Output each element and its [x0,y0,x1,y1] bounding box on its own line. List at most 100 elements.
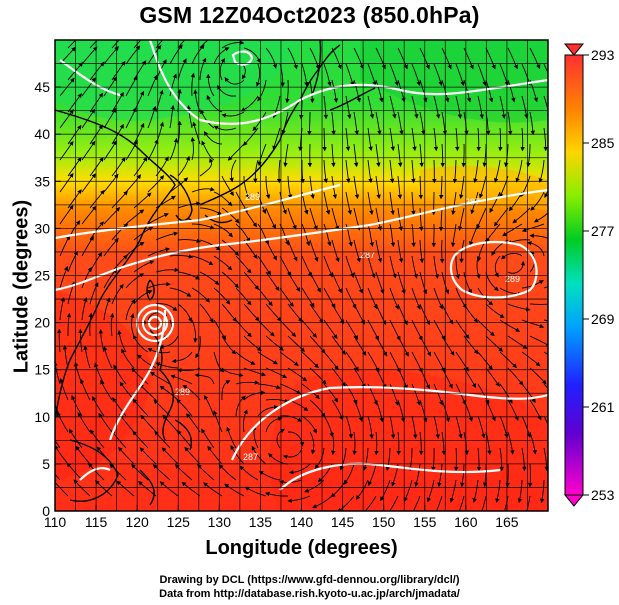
streamline [147,175,165,193]
streamline [182,384,201,401]
streamline [389,191,395,216]
streamline [279,223,290,246]
streamline [389,127,395,152]
streamline [485,303,505,319]
streamline [109,463,127,481]
streamline [397,111,404,136]
streamline [199,303,214,324]
streamline [199,207,223,215]
streamline [125,107,137,129]
streamline [257,191,267,215]
streamline [331,303,345,325]
streamline [149,371,171,385]
streamline [130,313,135,337]
streamline [494,159,501,183]
streamline [527,241,545,257]
streamline [543,351,548,356]
streamline [251,445,267,465]
streamline [544,189,548,198]
streamline [81,297,88,321]
streamline [543,447,548,472]
streamline [309,303,324,324]
streamline [109,312,115,337]
y-tick-label: 45 [34,79,50,95]
streamline [433,415,440,439]
streamline [481,495,487,511]
streamline [257,383,281,390]
streamline [529,47,541,70]
streamline [265,335,285,351]
x-tick-label: 115 [85,514,108,530]
streamline [213,125,237,131]
streamline [59,77,75,97]
streamline [353,239,361,263]
coastline [69,439,119,502]
streamline [125,209,145,225]
coastline [146,279,155,301]
streamline [312,495,333,509]
streamline [240,95,259,112]
streamline [125,139,138,161]
streamline [218,464,237,481]
streamline [477,95,484,119]
streamline [331,79,339,103]
streamline [521,63,531,86]
streamline [485,79,494,103]
streamline [419,431,424,456]
streamline [418,175,424,200]
streamline [66,312,72,336]
colorbar-tick-label: 261 [591,399,615,415]
streamline [441,303,454,325]
x-tick-label: 160 [454,514,478,530]
streamline [152,464,171,481]
streamline [279,287,294,307]
streamline [389,159,395,184]
streamline [139,383,157,401]
streamline [213,255,233,271]
streamline [322,127,327,152]
streamline [477,63,487,87]
streamline [499,447,504,472]
streamline [507,79,516,103]
streamline [521,223,545,233]
isotherm-line [55,188,548,292]
streamline [159,335,179,350]
streamline [301,415,317,434]
streamline [301,63,309,87]
streamline [485,431,492,455]
streamline [438,207,444,232]
streamline [477,415,486,439]
streamline [507,431,515,455]
streamline [78,328,83,353]
streamline [411,95,419,119]
streamline [73,479,91,497]
colorbar-bottom-arrow [563,494,585,507]
streamline [485,335,504,352]
streamline [367,191,374,216]
colorbar [564,54,584,496]
streamline [507,239,531,245]
streamline [520,127,525,152]
streamline [213,410,223,433]
streamline [529,367,547,385]
streamline [227,143,245,161]
streamline [476,255,481,280]
streamline [113,364,127,385]
streamline [265,303,282,322]
contour-label: 289 [505,274,520,284]
streamline [543,127,548,152]
isotherm-line [79,466,111,481]
streamline [345,95,352,120]
isotherm-line [230,386,548,461]
streamline [375,175,381,200]
streamline [206,73,215,97]
streamline [397,143,403,168]
streamline [221,111,245,118]
streamline [140,414,157,433]
streamline [224,483,245,497]
streamline [55,439,61,449]
streamline [552,464,553,486]
streamline [439,239,445,264]
streamline [169,287,192,297]
streamline [309,207,318,231]
